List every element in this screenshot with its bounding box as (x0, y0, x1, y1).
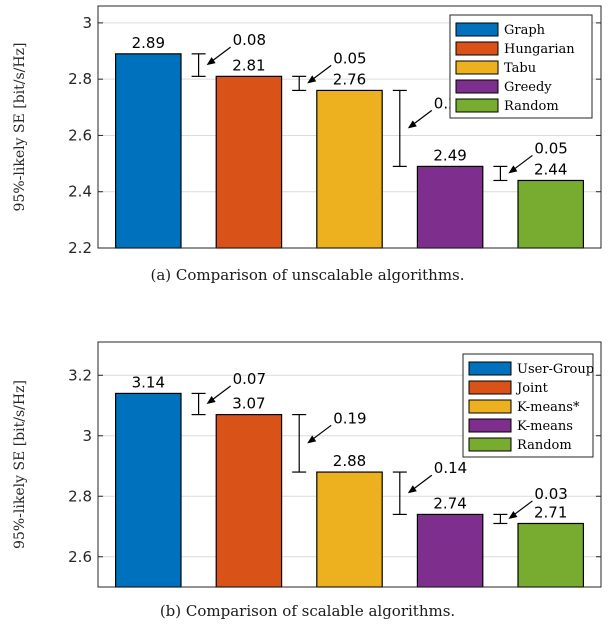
bar-value-label: 3.07 (232, 395, 265, 413)
y-tick-label: 2.4 (68, 183, 92, 201)
gap-value-label: 0.07 (233, 370, 266, 388)
bar-value-label: 2.44 (534, 160, 567, 178)
bar-user-group (115, 392, 182, 588)
gap-arrow-shaft (411, 474, 433, 491)
bar-random (517, 179, 584, 249)
gap-arrow-head (307, 75, 317, 84)
bar-joint (215, 413, 283, 588)
y-tick-label: 2.8 (68, 487, 92, 505)
y-tick-label: 2.6 (68, 126, 92, 144)
legend-entry: User-Group (517, 362, 594, 377)
y-axis-label: 95%-likely SE [bit/s/Hz] (12, 380, 28, 549)
bar-k-means (416, 513, 484, 588)
gap-value-label: 0.19 (333, 409, 366, 427)
gap-arrow-shaft (210, 46, 231, 63)
bar-value-label: 2.76 (333, 70, 366, 88)
gap-arrow-head (206, 57, 216, 66)
legend-entry: Joint (515, 381, 549, 396)
bar-chart-unscalable: 2.2 2.4 2.6 2.8 3 95%-likely SE [bit/s/Hz] 2.8… (12, 5, 602, 257)
gap-arrow-shaft (512, 154, 533, 171)
legend-entry: K-means (517, 419, 573, 434)
gap-bracket: 0.19 (292, 409, 367, 473)
legend-swatch (468, 418, 512, 433)
gap-value-label: 0.03 (534, 485, 567, 503)
legend-swatch (455, 22, 499, 37)
legend-entry: Random (517, 438, 572, 453)
y-tick-label: 3.2 (68, 366, 92, 384)
gap-arrow-head (407, 120, 417, 129)
gap-arrow-head (508, 510, 518, 519)
plot-frame (97, 5, 602, 249)
gap-arrow-head (206, 396, 216, 405)
y-tick-label: 3 (82, 427, 92, 445)
gap-bracket: 0.05 (292, 49, 367, 92)
gap-arrow-head (508, 165, 518, 174)
y-tick-label: 2.2 (68, 239, 92, 257)
legend-swatch (468, 380, 512, 395)
y-tick-label: 2.6 (68, 548, 92, 566)
gap-bracket: 0.07 (191, 370, 266, 416)
bar-greedy (416, 165, 484, 249)
gap-arrow-shaft (512, 500, 533, 517)
gap-arrow-head (307, 435, 317, 444)
bar-random (517, 522, 584, 588)
gap-arrow-shaft (411, 109, 433, 126)
gap-value-label: 0.08 (233, 31, 266, 49)
legend-swatch (468, 437, 512, 452)
legend-entry: K-means* (517, 400, 580, 415)
legend-entry: Graph (504, 23, 546, 38)
gap-value-label: 0.05 (333, 49, 366, 67)
bar-value-label: 2.88 (333, 452, 366, 470)
bar-chart-scalable: 2.6 2.8 3 3.2 95%-likely SE [bit/s/Hz] 3.14 3.… (12, 341, 602, 588)
figure-a: 2.2 2.4 2.6 2.8 3 95%-likely SE [bit/s/Hz] 2.8… (0, 0, 615, 260)
bar-graph (115, 53, 182, 249)
gap-arrow-head (407, 485, 417, 494)
gap-arrow-shaft (310, 64, 332, 81)
legend: User-Group Joint K-means* K-means Random (462, 353, 594, 458)
caption-b: (b) Comparison of scalable algorithms. (159, 602, 456, 620)
figure-b: 2.6 2.8 3 3.2 95%-likely SE [bit/s/Hz] 3.14 3.… (0, 322, 615, 592)
gap-arrow-shaft (310, 424, 332, 441)
gap-arrow-shaft (210, 385, 231, 402)
bar-value-label: 2.49 (433, 146, 466, 164)
bar-value-label: 2.81 (232, 56, 265, 74)
legend-entry: Random (504, 99, 559, 114)
bar-value-label: 3.14 (132, 373, 165, 391)
gap-bracket: 0.14 (392, 459, 467, 516)
y-tick-label: 2.8 (68, 70, 92, 88)
bar-k-means- (316, 471, 383, 588)
legend-swatch (455, 79, 499, 94)
y-tick-label: 3 (82, 14, 92, 32)
legend-entry: Hungarian (504, 42, 575, 57)
caption-a: (a) Comparison of unscalable algorithms. (150, 266, 465, 284)
legend-entry: Tabu (504, 61, 536, 76)
y-axis-label: 95%-likely SE [bit/s/Hz] (12, 43, 28, 212)
bar-value-label: 2.89 (132, 34, 165, 52)
gap-bracket: 0.05 (493, 139, 568, 182)
legend-swatch (468, 361, 512, 376)
legend-swatch (455, 98, 499, 113)
legend-entry: Greedy (504, 80, 552, 95)
legend-swatch (455, 60, 499, 75)
gap-value-label: 0.05 (534, 139, 567, 157)
bar-value-label: 2.74 (433, 494, 466, 512)
plot-frame (97, 341, 602, 588)
legend-swatch (468, 399, 512, 414)
bar-tabu (316, 89, 383, 249)
legend: Graph Hungarian Tabu Greedy Random (449, 14, 593, 119)
bar-value-label: 2.71 (534, 503, 567, 521)
bar-hungarian (215, 75, 283, 249)
gap-bracket: 0.03 (493, 485, 568, 525)
legend-swatch (455, 41, 499, 56)
gap-value-label: 0.14 (434, 459, 467, 477)
gap-bracket: 0.08 (191, 31, 266, 77)
